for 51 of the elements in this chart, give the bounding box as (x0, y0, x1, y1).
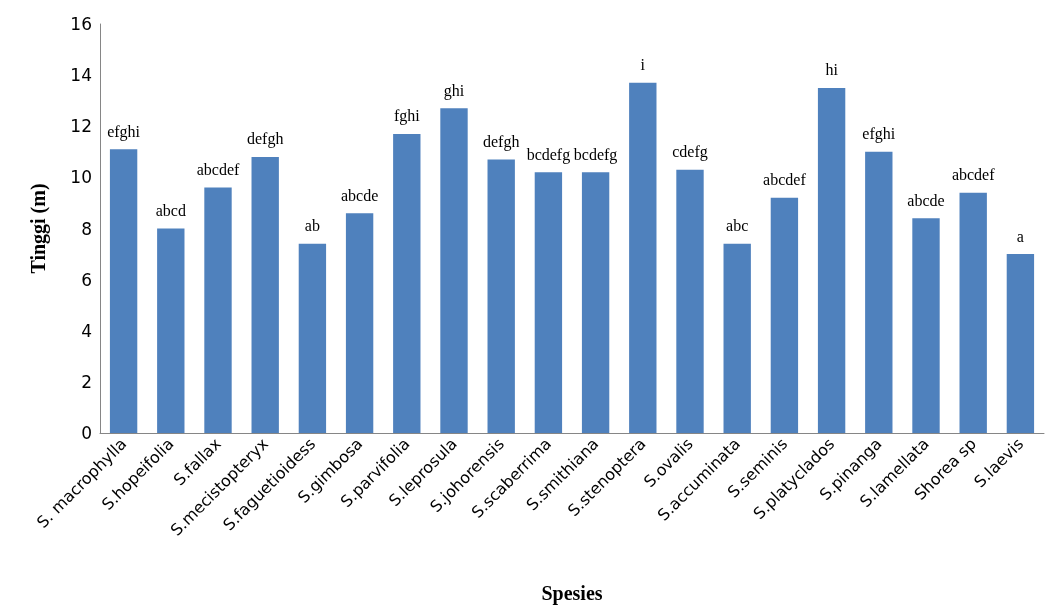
x-axis-title: Spesies (541, 582, 603, 605)
y-axis-title: Tinggi (m) (27, 183, 50, 274)
bar (629, 82, 657, 433)
data-label: a (1016, 227, 1024, 245)
y-tick-label: 4 (81, 320, 92, 341)
y-tick-label: 0 (81, 423, 92, 443)
data-label: bcdefg (526, 145, 571, 164)
y-tick-label: 14 (70, 65, 92, 86)
data-label: cdefg (672, 143, 708, 162)
y-tick-label: 8 (81, 218, 92, 239)
bar (817, 87, 846, 433)
bar (487, 159, 515, 433)
bar (393, 133, 421, 433)
bar (723, 243, 751, 433)
y-tick-label: 6 (81, 269, 92, 290)
data-label: ab (304, 217, 320, 235)
bar (345, 213, 374, 433)
data-label: abcdef (951, 166, 996, 184)
data-label: efghi (862, 125, 896, 144)
y-tick-label: 2 (81, 371, 92, 392)
bar (865, 151, 893, 433)
bar (109, 149, 138, 433)
bar (959, 192, 987, 433)
data-label: abcdef (196, 161, 240, 179)
y-tick-label: 12 (70, 116, 92, 137)
data-label: bcdefg (573, 145, 618, 164)
bar (204, 187, 232, 433)
bar (534, 172, 563, 433)
bar (1006, 254, 1035, 433)
data-label: abcd (155, 202, 186, 219)
y-tick-label: 16 (70, 14, 92, 34)
data-label: abcdef (763, 171, 807, 189)
bar (251, 156, 279, 433)
data-label: efghi (107, 122, 141, 141)
bar (676, 169, 704, 433)
bar (298, 243, 327, 433)
data-label: hi (825, 61, 839, 79)
data-label: i (640, 56, 646, 74)
y-tick-label: 10 (70, 167, 92, 188)
data-label: fghi (393, 107, 421, 126)
bar (440, 108, 468, 433)
data-label: defgh (482, 132, 520, 151)
data-label: abc (726, 217, 749, 235)
data-label: abcde (907, 191, 945, 209)
bar (912, 218, 940, 433)
bar (157, 228, 185, 433)
bar (581, 172, 610, 433)
data-label: defgh (246, 130, 284, 149)
data-label: abcde (340, 186, 379, 204)
bar (770, 197, 799, 433)
data-label: ghi (443, 81, 465, 100)
